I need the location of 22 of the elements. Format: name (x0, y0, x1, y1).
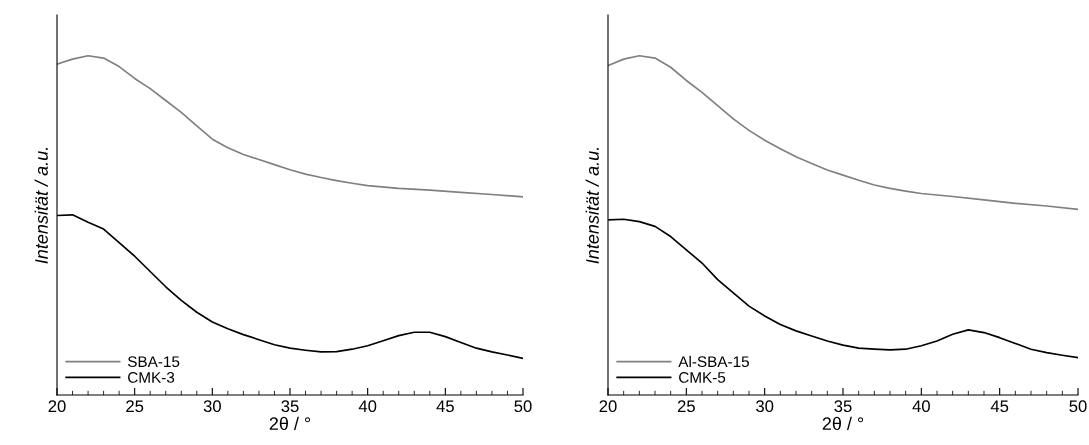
x-tick-label: 30 (203, 400, 221, 413)
x-tick-label: 40 (358, 400, 377, 413)
x-axis-title: 2θ / ° (822, 416, 864, 431)
x-tick-label: 40 (912, 400, 930, 413)
legend-label: Al-SBA-15 (678, 355, 749, 368)
x-tick-label: 20 (599, 400, 617, 413)
legend-label: SBA-15 (127, 356, 180, 368)
x-tick-label: 30 (756, 400, 774, 413)
x-tick-label: 25 (126, 400, 144, 413)
x-axis-title: 2θ / ° (269, 416, 311, 431)
x-tick-label: 35 (834, 400, 852, 413)
x-tick-label: 45 (436, 400, 454, 413)
x-tick-label: 25 (677, 400, 695, 413)
x-tick-label: 50 (1069, 400, 1087, 413)
x-tick-label: 35 (281, 400, 299, 413)
x-tick-label: 45 (990, 400, 1009, 413)
legend-label: CMK-3 (128, 371, 175, 383)
y-axis-title: Intensität / a.u. (585, 147, 599, 264)
x-tick-label: 50 (514, 400, 532, 413)
y-axis-title: Intensität / a.u. (34, 147, 48, 264)
legend-label: CMK-5 (679, 371, 726, 383)
x-tick-label: 20 (48, 400, 66, 413)
